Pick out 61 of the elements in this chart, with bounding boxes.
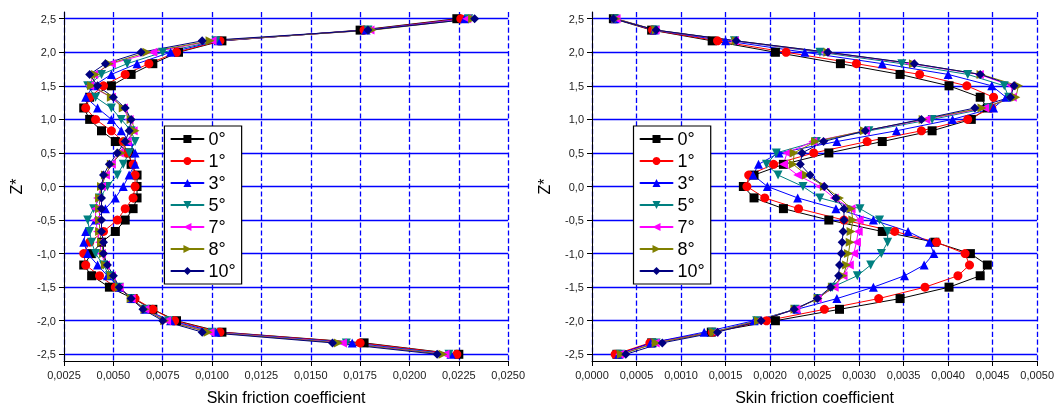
y-tick-label: -1,5 bbox=[565, 281, 584, 294]
x-tick-label: 0,0000 bbox=[575, 368, 609, 381]
legend-label: 8° bbox=[208, 239, 226, 259]
x-tick-label: 0,0010 bbox=[664, 368, 698, 381]
x-tick-label: 0,0200 bbox=[392, 368, 427, 381]
legend-label: 8° bbox=[677, 239, 695, 259]
y-tick-label: 2,5 bbox=[568, 12, 584, 25]
x-tick-label: 0,0175 bbox=[343, 368, 377, 381]
x-tick-label: 0,0020 bbox=[753, 368, 787, 381]
y-tick-label: 2,0 bbox=[40, 46, 56, 59]
legend-label: 7° bbox=[208, 217, 226, 237]
y-axis-title: Z* bbox=[7, 178, 25, 195]
y-tick-label: 1,0 bbox=[40, 113, 56, 126]
y-tick-label: 0,5 bbox=[568, 146, 584, 159]
y-axis-title: Z* bbox=[535, 178, 553, 195]
x-tick-label: 0,0050 bbox=[1020, 368, 1055, 381]
legend-label: 5° bbox=[208, 195, 226, 215]
y-tick-label: -0,5 bbox=[565, 214, 584, 227]
x-tick-label: 0,0250 bbox=[491, 368, 526, 381]
y-tick-label: -2,0 bbox=[37, 314, 56, 327]
y-tick-label: 1,0 bbox=[568, 113, 584, 126]
x-tick-label: 0,0100 bbox=[195, 368, 229, 381]
y-tick-label: 1,5 bbox=[40, 79, 56, 92]
x-axis-title: Skin friction coefficient bbox=[206, 388, 367, 406]
y-tick-label: -1,0 bbox=[565, 247, 584, 260]
x-tick-label: 0,0015 bbox=[708, 368, 743, 381]
x-tick-label: 0,0045 bbox=[975, 368, 1010, 381]
x-tick-label: 0,0075 bbox=[145, 368, 180, 381]
legend-label: 5° bbox=[677, 195, 695, 215]
y-tick-label: -2,5 bbox=[565, 348, 584, 361]
legend-label: 7° bbox=[677, 217, 695, 237]
legend-label: 0° bbox=[208, 129, 226, 149]
y-tick-label: 0,5 bbox=[40, 146, 56, 159]
x-tick-label: 0,0225 bbox=[442, 368, 476, 381]
x-tick-label: 0,0150 bbox=[293, 368, 328, 381]
y-tick-label: 1,5 bbox=[568, 79, 584, 92]
x-tick-label: 0,0030 bbox=[842, 368, 876, 381]
x-tick-label: 0,0050 bbox=[96, 368, 131, 381]
legend-label: 1° bbox=[208, 151, 226, 171]
x-tick-label: 0,0125 bbox=[244, 368, 279, 381]
x-tick-label: 0,0025 bbox=[47, 368, 81, 381]
y-tick-label: 0,0 bbox=[40, 180, 56, 193]
y-tick-label: 2,0 bbox=[568, 46, 584, 59]
x-tick-label: 0,0005 bbox=[619, 368, 654, 381]
y-tick-label: -1,0 bbox=[37, 247, 56, 260]
legend-label: 10° bbox=[208, 261, 236, 281]
y-tick-label: -2,0 bbox=[565, 314, 584, 327]
y-tick-label: 2,5 bbox=[40, 12, 56, 25]
y-tick-label: -2,5 bbox=[37, 348, 56, 361]
legend-label: 0° bbox=[677, 129, 695, 149]
legend-label: 1° bbox=[677, 151, 695, 171]
legend-label: 10° bbox=[677, 261, 705, 281]
y-tick-label: 0,0 bbox=[568, 180, 584, 193]
legend-label: 3° bbox=[208, 173, 226, 193]
x-tick-label: 0,0040 bbox=[931, 368, 965, 381]
x-axis-title: Skin friction coefficient bbox=[735, 388, 895, 406]
x-tick-label: 0,0035 bbox=[886, 368, 921, 381]
legend-label: 3° bbox=[677, 173, 695, 193]
x-tick-label: 0,0025 bbox=[797, 368, 832, 381]
y-tick-label: -0,5 bbox=[37, 214, 56, 227]
y-tick-label: -1,5 bbox=[37, 281, 56, 294]
